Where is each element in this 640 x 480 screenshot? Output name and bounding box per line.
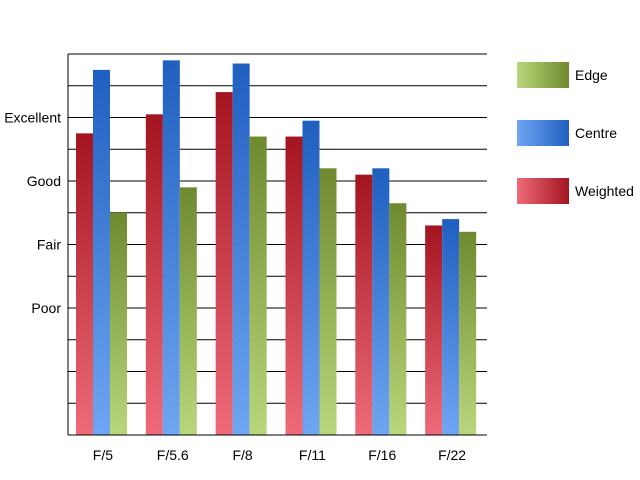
bar-edge-f5 bbox=[110, 212, 127, 435]
bar-edge-f22 bbox=[459, 231, 477, 435]
legend-swatch-edge bbox=[517, 62, 569, 88]
bar-centre-f22 bbox=[442, 219, 460, 435]
bar-edge-f8 bbox=[249, 136, 267, 436]
legend-swatch-centre bbox=[517, 120, 569, 146]
legend-label-edge: Edge bbox=[575, 67, 608, 83]
x-tick-labels: F/5 F/5.6 F/8 F/11 F/16 F/22 bbox=[93, 447, 467, 463]
grid-lines bbox=[68, 53, 487, 404]
x-tick-label: F/5.6 bbox=[157, 447, 189, 463]
bar-weighted-f22 bbox=[425, 225, 443, 435]
y-tick-label: Excellent bbox=[4, 110, 61, 126]
x-tick-label: F/8 bbox=[232, 447, 252, 463]
bar-weighted-f5 bbox=[76, 133, 93, 435]
bar-edge-f16 bbox=[389, 203, 407, 435]
bar-weighted-f16 bbox=[355, 174, 373, 435]
bar-weighted-f11 bbox=[285, 136, 303, 436]
bar-centre-f5 bbox=[93, 69, 110, 435]
bar-weighted-f56 bbox=[145, 114, 163, 435]
bar-centre-f8 bbox=[232, 63, 250, 436]
x-tick-label: F/11 bbox=[299, 447, 326, 463]
legend-label-centre: Centre bbox=[575, 125, 617, 141]
bar-edge-f56 bbox=[179, 187, 197, 435]
x-tick-label: F/5 bbox=[93, 447, 113, 463]
bar-centre-f11 bbox=[302, 120, 320, 436]
bar-centre-f16 bbox=[372, 168, 390, 436]
x-tick-label: F/16 bbox=[368, 447, 396, 463]
legend-label-weighted: Weighted bbox=[575, 183, 634, 199]
y-tick-label: Fair bbox=[37, 237, 61, 253]
bar-weighted-f8 bbox=[215, 92, 233, 435]
bar-edge-f11 bbox=[319, 168, 337, 436]
y-tick-labels: Poor Fair Good Excellent bbox=[4, 110, 61, 317]
y-tick-label: Good bbox=[27, 173, 61, 189]
y-tick-label: Poor bbox=[31, 300, 61, 316]
bars bbox=[76, 60, 477, 436]
x-tick-label: F/22 bbox=[438, 447, 466, 463]
bar-centre-f56 bbox=[162, 60, 180, 435]
legend-swatch-weighted bbox=[517, 178, 569, 204]
legend: Edge Centre Weighted bbox=[517, 62, 634, 204]
axes bbox=[67, 54, 487, 436]
